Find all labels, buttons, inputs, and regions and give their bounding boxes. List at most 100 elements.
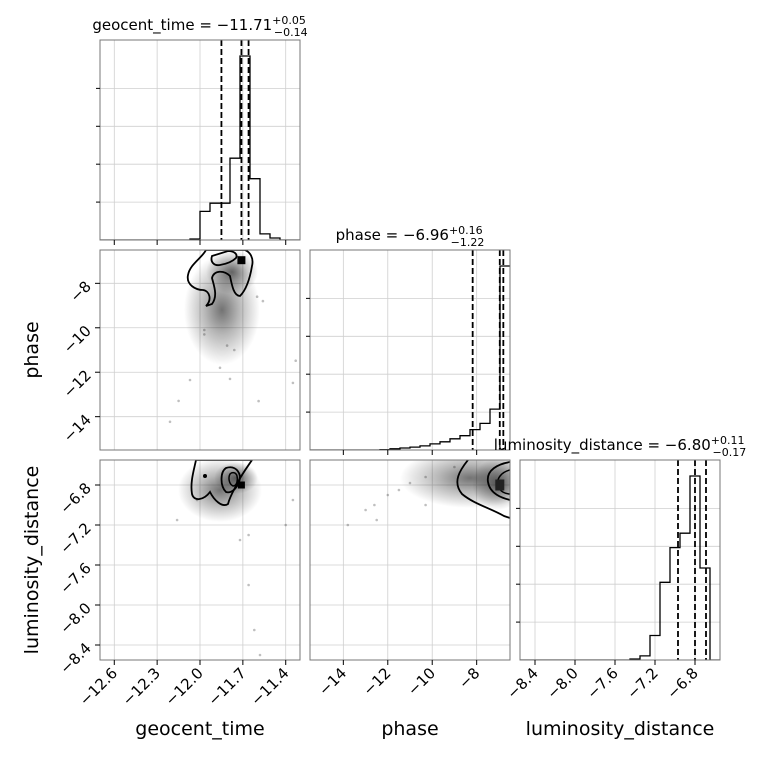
scatter-point	[424, 503, 427, 507]
grid	[310, 250, 510, 450]
x-tick-label: −8.0	[543, 664, 581, 702]
histogram-geocent-time	[100, 55, 300, 240]
x-tick-label: −6.8	[663, 664, 701, 702]
y-ticks	[516, 507, 520, 623]
x-tick-label: −7.2	[623, 664, 661, 702]
x-ticks	[113, 240, 287, 245]
x-ticks: −12.6−12.3−12.0−11.7−11.4	[76, 660, 293, 709]
contour-mid	[486, 461, 510, 501]
panel-luminosity-distance-vs-phase: −14 −12 −10 −8	[309, 459, 511, 699]
scatter-point	[373, 503, 376, 507]
y-ticks: −8 −10 −12 −14	[60, 277, 100, 446]
scatter-point	[233, 348, 236, 352]
grid	[100, 460, 300, 660]
x-tick-label: −12.6	[76, 664, 121, 709]
scatter-point	[238, 538, 242, 542]
scatter-points	[346, 465, 456, 527]
grid	[100, 40, 300, 240]
y-axis-label-luminosity-distance: luminosity_distance	[21, 466, 43, 655]
title-minus: −1.22	[451, 236, 485, 249]
scatter-point	[375, 518, 379, 522]
panel-hist-phase: phase = −6.96+0.16 −1.22	[306, 224, 511, 455]
contour-inner	[210, 250, 238, 267]
x-ticks: −14 −12 −10 −8	[315, 660, 483, 699]
scatter-point	[253, 628, 256, 632]
scatter-point	[364, 508, 367, 512]
histogram-phase	[310, 265, 510, 450]
scatter-point	[284, 523, 288, 527]
panel-frame	[519, 459, 721, 661]
contour-peak	[237, 481, 245, 489]
panel-frame	[99, 249, 301, 451]
contour-peak	[495, 479, 505, 491]
quantile-lines-phase	[471, 250, 505, 450]
x-tick-label: −12.0	[162, 664, 207, 709]
y-tick-label: −10	[60, 322, 95, 357]
scatter-point	[168, 420, 172, 424]
panel-luminosity-distance-vs-geocent-time: −8.4−8.0−7.6−7.2−6.8 −12.6−12.3−12.0−11.…	[56, 459, 301, 709]
scatter-point	[291, 498, 295, 502]
title-plus: +0.05	[272, 14, 306, 27]
y-tick-label: −6.8	[56, 479, 94, 517]
scatter-point	[175, 518, 179, 522]
x-ticks: −8.4 −8.0 −7.6 −7.2 −6.8	[503, 660, 702, 703]
y-tick-label: −8.4	[56, 639, 94, 677]
x-tick-label: −8.4	[503, 664, 541, 702]
scatter-point	[397, 488, 401, 492]
y-tick-label: −14	[60, 411, 95, 446]
x-tick-label: −7.6	[583, 664, 621, 702]
scatter-point	[294, 359, 298, 363]
x-ticks	[342, 450, 478, 455]
title-main: luminosity_distance = −6.80	[494, 436, 711, 455]
scatter-point	[261, 299, 265, 303]
y-axis-label-phase: phase	[21, 321, 43, 378]
scatter-point	[408, 481, 412, 485]
scatter-point	[177, 399, 180, 403]
x-axis-label-luminosity-distance: luminosity_distance	[526, 718, 715, 740]
y-tick-label: −8.0	[56, 599, 94, 637]
scatter-point	[247, 583, 250, 587]
y-tick-label: −7.6	[56, 559, 94, 597]
scatter-point	[203, 333, 206, 336]
scatter-point	[257, 399, 260, 403]
title-minus: −0.14	[274, 26, 308, 39]
scatter-point	[424, 475, 427, 479]
title-main: phase = −6.96	[336, 226, 449, 244]
title-main: geocent_time = −11.71	[92, 16, 272, 35]
scatter-point	[255, 295, 259, 299]
title-geocent-time: geocent_time = −11.71+0.05 −0.14	[92, 14, 307, 39]
y-tick-label: −7.2	[56, 519, 94, 557]
y-ticks	[306, 297, 310, 413]
scatter-point	[291, 381, 295, 385]
title-luminosity-distance: luminosity_distance = −6.80+0.11 −0.17	[494, 434, 746, 459]
scatter-points	[175, 498, 295, 657]
y-tick-label: −12	[60, 366, 95, 401]
x-axis-label-geocent-time: geocent_time	[135, 718, 264, 740]
x-tick-label: −12.3	[119, 664, 164, 709]
scatter-point	[218, 366, 222, 370]
contour-outer	[186, 250, 254, 307]
scatter-point	[258, 653, 262, 657]
x-tick-label: −11.4	[247, 664, 292, 709]
scatter-points	[168, 295, 298, 424]
panel-phase-vs-geocent-time: −8 −10 −12 −14	[60, 249, 301, 451]
y-ticks	[96, 87, 100, 203]
contour-speck	[203, 474, 207, 478]
contour-mid	[220, 466, 241, 494]
scatter-point	[225, 344, 229, 347]
contour-outer	[456, 460, 510, 519]
scatter-point	[453, 465, 456, 469]
scatter-point	[203, 328, 206, 332]
x-tick-label: −12	[359, 664, 394, 699]
scatter-point	[188, 378, 192, 382]
title-phase: phase = −6.96+0.16 −1.22	[336, 224, 485, 249]
histogram-luminosity-distance	[520, 475, 720, 660]
scatter-point	[247, 533, 250, 537]
title-minus: −0.17	[713, 446, 747, 459]
contour-inner	[228, 471, 239, 487]
x-tick-label: −10	[404, 664, 439, 699]
x-tick-label: −14	[315, 664, 350, 699]
quantile-lines-geocent-time	[220, 40, 250, 240]
title-plus: +0.16	[449, 224, 483, 237]
